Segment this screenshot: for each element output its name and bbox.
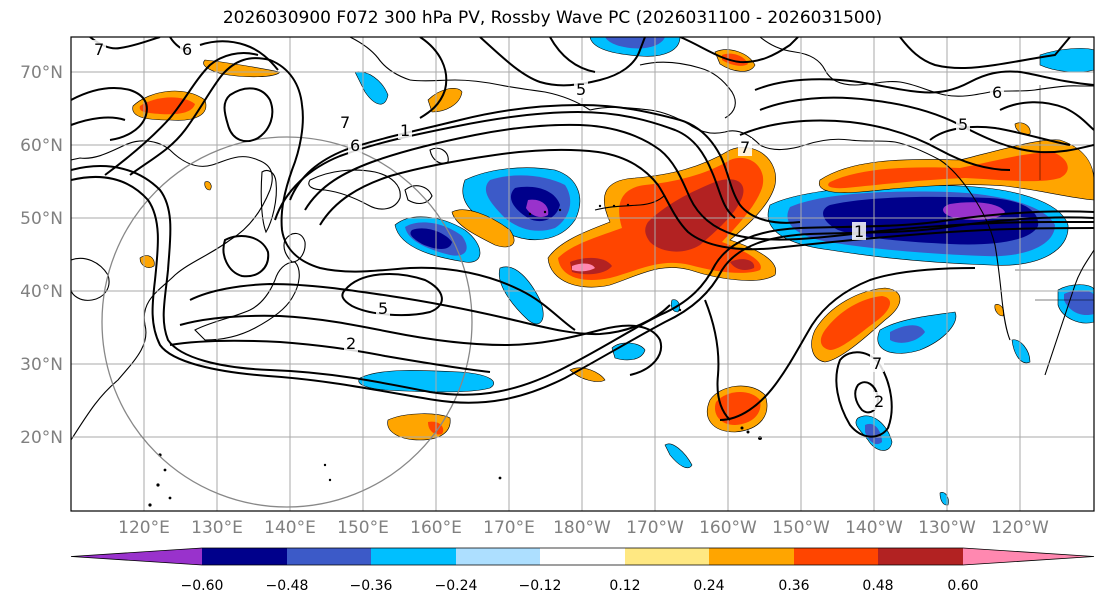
colorbar-segment	[202, 548, 287, 565]
contour-label: 5	[958, 115, 968, 134]
graticule	[71, 37, 1094, 511]
positive-anomaly-subtropical-east-core	[820, 296, 891, 350]
lon-label: 150°W	[772, 518, 830, 538]
figure-title: 2026030900 F072 300 hPa PV, Rossby Wave …	[222, 8, 883, 28]
positive-anomaly-canada	[1014, 122, 1031, 135]
map-frame	[70, 36, 1095, 512]
colorbar-segment	[456, 548, 540, 565]
contour-label: 6	[992, 83, 1002, 102]
positive-anomaly-kamchatka	[451, 209, 515, 248]
colorbar-ticks: −0.60 −0.48 −0.36 −0.24 −0.12 0.12 0.24 …	[181, 578, 979, 594]
contour-labels: 7 6 7 6 5 2 1 5 6 5 1 7 2 7	[92, 40, 1004, 411]
colorbar-segment	[963, 548, 1094, 565]
islands	[148, 203, 762, 507]
lon-label: 150°E	[337, 518, 389, 538]
colorbar-segment	[794, 548, 878, 565]
lat-label: 70°N	[20, 63, 63, 83]
negative-anomaly-subtropical-west	[358, 370, 495, 393]
contour-label: 7	[94, 40, 104, 59]
colorbar-segment	[71, 548, 202, 565]
political-borders	[1015, 85, 1094, 301]
negative-anomaly-kuril-core	[410, 228, 452, 249]
colorbar-outline	[70, 547, 1095, 566]
lon-label: 130°W	[918, 518, 976, 538]
contour-label: 2	[346, 334, 356, 353]
latitude-axis: 70°N 60°N 50°N 40°N 30°N 20°N	[20, 63, 63, 448]
lon-label: 140°E	[264, 518, 316, 538]
contour-label: 7	[740, 138, 750, 157]
contour-label: 2	[874, 392, 884, 411]
lon-label: 140°W	[845, 518, 903, 538]
contour-label: 7	[340, 113, 350, 132]
colorbar-tick: −0.60	[181, 578, 224, 594]
colorbar-segment	[878, 548, 963, 565]
colorbar-tick: −0.48	[266, 578, 309, 594]
lon-label: 130°E	[191, 518, 243, 538]
colorbar-segment	[371, 548, 456, 565]
lat-label: 30°N	[20, 355, 63, 375]
reference-circle	[101, 136, 473, 508]
pv-contours	[71, 37, 1094, 438]
positive-anomaly-small-3	[994, 304, 1005, 317]
lat-label: 20°N	[20, 428, 63, 448]
colorbar-segment	[540, 548, 625, 565]
contour-label: 7	[872, 354, 882, 373]
lon-label: 170°E	[483, 518, 535, 538]
contour-label: 1	[400, 121, 410, 140]
negative-anomaly-arctic-core	[605, 37, 665, 49]
contour-label: 6	[350, 136, 360, 155]
contour-label: 5	[378, 299, 388, 318]
lon-label: 120°W	[991, 518, 1049, 538]
colorbar-segment	[625, 548, 709, 565]
contour-label: 6	[182, 40, 192, 59]
lon-label: 170°W	[626, 518, 684, 538]
contour-label: 5	[576, 80, 586, 99]
lat-label: 50°N	[20, 209, 63, 229]
positive-anomaly-central-pacific-west-peak	[572, 263, 595, 272]
colorbar-tick: −0.24	[435, 578, 478, 594]
positive-anomaly-central-pacific-core	[645, 179, 744, 252]
colorbar-segments	[70, 547, 1095, 566]
negative-anomaly-small-1	[664, 443, 693, 469]
longitude-axis: 120°E 130°E 140°E 150°E 160°E 170°E 180°…	[118, 518, 1049, 538]
colorbar-tick: 0.60	[947, 578, 978, 594]
positive-anomaly-alaska-core	[828, 152, 1068, 189]
lon-label: 180°W	[553, 518, 611, 538]
contour-label: 1	[854, 222, 864, 241]
lat-label: 60°N	[20, 136, 63, 156]
colorbar-tick: 0.48	[862, 578, 893, 594]
negative-anomaly-central-north-pacific-peak	[526, 199, 549, 218]
positive-anomaly-small-2	[204, 181, 212, 191]
lon-label: 120°E	[118, 518, 170, 538]
negative-anomaly-subtropical-east-core	[890, 325, 925, 343]
pv-anomaly-shading	[132, 37, 1094, 506]
colorbar-segment	[709, 548, 794, 565]
negative-anomaly-small-2	[1011, 339, 1031, 364]
positive-anomaly-central-pacific-east-core	[730, 259, 755, 270]
negative-anomaly-small-5	[939, 492, 949, 506]
colorbar-tick: −0.12	[519, 578, 562, 594]
negative-anomaly-midlatitude	[498, 266, 544, 325]
colorbar-segment	[287, 548, 371, 565]
lon-label: 160°E	[410, 518, 462, 538]
lon-label: 160°W	[699, 518, 757, 538]
colorbar-tick: 0.36	[778, 578, 809, 594]
lat-label: 40°N	[20, 282, 63, 302]
colorbar-tick: 0.24	[693, 578, 724, 594]
colorbar-tick: −0.36	[350, 578, 393, 594]
colorbar-tick: 0.12	[609, 578, 640, 594]
colorbar: −0.60 −0.48 −0.36 −0.24 −0.12 0.12 0.24 …	[70, 547, 1095, 594]
